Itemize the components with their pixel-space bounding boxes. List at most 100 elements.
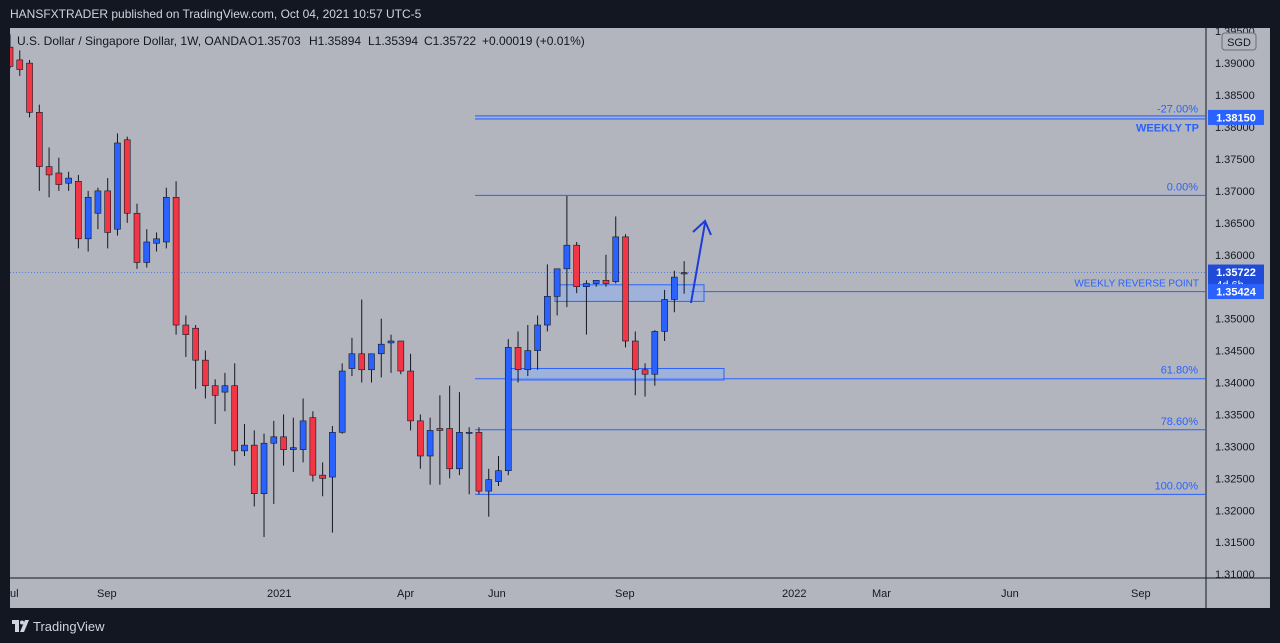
candle-body bbox=[192, 327, 199, 361]
x-tick-label: ul bbox=[10, 588, 19, 600]
footer-bar: TradingView bbox=[0, 608, 1280, 643]
legend-low: L1.35394 bbox=[368, 34, 418, 48]
price-axis-label bbox=[1208, 284, 1264, 300]
y-tick-label: 1.33000 bbox=[1215, 441, 1255, 453]
y-tick-label: 1.39000 bbox=[1215, 58, 1255, 70]
candle-body bbox=[36, 112, 43, 167]
y-tick-label: 1.35000 bbox=[1215, 314, 1255, 326]
candle-body bbox=[573, 244, 580, 288]
candle-body bbox=[163, 196, 170, 243]
candle-body bbox=[485, 479, 493, 492]
y-tick-label: 1.31000 bbox=[1215, 569, 1255, 581]
candle-body bbox=[377, 343, 385, 355]
candle-body bbox=[65, 177, 72, 184]
plot-area[interactable] bbox=[10, 28, 1206, 578]
candle-body bbox=[446, 428, 453, 470]
y-tick-label: 1.31500 bbox=[1215, 537, 1255, 549]
supply-demand-zone[interactable] bbox=[505, 367, 725, 381]
chart-pane[interactable]: -27.00% 0.00% 61.80% 78.60% 100.00% WEEKLY TP… bbox=[6, 26, 1270, 608]
candle-body bbox=[241, 444, 248, 452]
candle-body bbox=[182, 324, 190, 335]
candle-body bbox=[75, 181, 82, 240]
candle-body bbox=[514, 347, 522, 371]
candle-body bbox=[250, 444, 258, 494]
candle-body bbox=[544, 295, 551, 326]
price-axis-label-text: 1.35722 bbox=[1216, 267, 1256, 279]
fib-level-label: 100.00% bbox=[1155, 480, 1199, 492]
legend-high: H1.35894 bbox=[309, 34, 361, 48]
candle-body bbox=[290, 447, 297, 450]
time-axis-ticks: ul Sep 2021 Apr Jun Sep 2022 Mar Jun Sep bbox=[10, 588, 1151, 600]
candle-body bbox=[583, 283, 590, 288]
candle-body bbox=[55, 172, 63, 185]
y-tick-label: 1.34000 bbox=[1215, 378, 1255, 390]
price-chart[interactable]: -27.00% 0.00% 61.80% 78.60% 100.00% WEEKLY TP… bbox=[6, 26, 1270, 608]
y-tick-label: 1.37500 bbox=[1215, 154, 1255, 166]
candle-body bbox=[114, 142, 121, 230]
y-tick-label: 1.37000 bbox=[1215, 186, 1255, 198]
y-tick-label: 1.38500 bbox=[1215, 90, 1255, 102]
candle-body bbox=[504, 347, 512, 471]
y-tick-label: 1.34500 bbox=[1215, 346, 1255, 358]
legend-symbol: U.S. Dollar / Singapore Dollar, 1W, OAND… bbox=[17, 34, 247, 48]
candle-body bbox=[172, 196, 180, 326]
candle-body bbox=[280, 436, 287, 450]
candle-body bbox=[602, 280, 610, 284]
candle-body bbox=[133, 212, 141, 263]
candle-body bbox=[671, 276, 678, 300]
candle-body bbox=[16, 59, 24, 70]
annotation-label: WEEKLY TP bbox=[1136, 122, 1199, 134]
candle-body bbox=[553, 268, 561, 297]
publisher-text: HANSFXTRADER published on TradingView.co… bbox=[10, 7, 422, 21]
y-tick-label: 1.32500 bbox=[1215, 473, 1255, 485]
x-tick-label: Apr bbox=[397, 588, 414, 600]
projection-arrow-line[interactable] bbox=[690, 222, 706, 304]
candle-body bbox=[94, 190, 102, 214]
legend-change: +0.00019 (+0.01%) bbox=[482, 34, 585, 48]
candle-body bbox=[407, 370, 414, 422]
candle-body bbox=[358, 353, 366, 371]
candle-body bbox=[456, 432, 463, 470]
candle-body bbox=[475, 432, 483, 492]
candle-body bbox=[143, 241, 151, 263]
tradingview-logo-icon[interactable] bbox=[12, 619, 29, 637]
candle-body bbox=[622, 236, 629, 342]
candle-body bbox=[534, 324, 541, 351]
currency-button[interactable] bbox=[1221, 32, 1257, 51]
candle-body bbox=[270, 436, 278, 444]
tradingview-brand[interactable]: TradingView bbox=[33, 619, 105, 634]
candle-body bbox=[104, 190, 111, 233]
candle-body bbox=[417, 420, 424, 457]
candle-body bbox=[123, 139, 131, 214]
price-axis-label-text: 1.38150 bbox=[1216, 112, 1256, 124]
price-axis-label-text: 1.35424 bbox=[1216, 287, 1257, 299]
projection-arrow-head bbox=[692, 219, 712, 236]
candle-body bbox=[45, 166, 53, 176]
publish-header: HANSFXTRADER published on TradingView.co… bbox=[0, 0, 1280, 28]
y-tick-label: 1.36000 bbox=[1215, 250, 1255, 262]
y-tick-label: 1.36500 bbox=[1215, 218, 1255, 230]
supply-demand-zone[interactable] bbox=[554, 284, 705, 302]
candle-body bbox=[397, 340, 405, 372]
candle-body bbox=[202, 359, 209, 387]
candle-body bbox=[592, 280, 600, 284]
fibonacci-lines[interactable]: -27.00% 0.00% 61.80% 78.60% 100.00% WEEKLY TP… bbox=[10, 103, 1206, 495]
candle-body bbox=[338, 370, 346, 433]
fib-level-label: -27.00% bbox=[1157, 103, 1198, 115]
y-tick-label: 1.33500 bbox=[1215, 409, 1255, 421]
x-tick-label: Sep bbox=[1131, 588, 1151, 600]
x-tick-label: Sep bbox=[615, 588, 635, 600]
candle-body bbox=[319, 474, 326, 479]
candle-body bbox=[631, 340, 639, 371]
fib-level-label: 61.80% bbox=[1161, 365, 1199, 377]
fib-level-label: 0.00% bbox=[1167, 181, 1198, 193]
candle-body bbox=[563, 244, 571, 270]
candle-body bbox=[465, 432, 473, 434]
x-tick-label: Sep bbox=[97, 588, 117, 600]
candle-body bbox=[680, 272, 688, 275]
candle-body bbox=[211, 385, 219, 396]
candle-body bbox=[612, 236, 620, 282]
y-tick-label: 1.38000 bbox=[1215, 122, 1255, 134]
candle-body bbox=[651, 331, 659, 375]
